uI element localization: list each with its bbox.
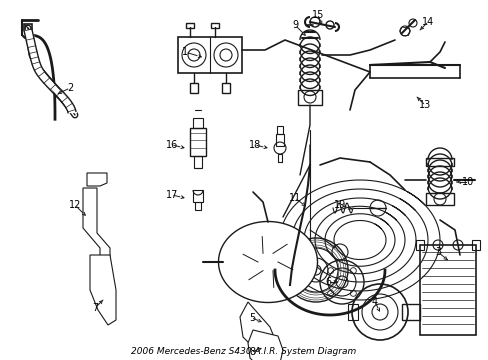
- Bar: [24, 24, 32, 30]
- Text: 2: 2: [67, 83, 73, 93]
- Bar: [178, 37, 242, 73]
- Text: 2006 Mercedes-Benz S430 A.I.R. System Diagram: 2006 Mercedes-Benz S430 A.I.R. System Di…: [131, 347, 356, 356]
- Text: 14: 14: [421, 17, 433, 27]
- Bar: [347, 304, 357, 320]
- Text: 1: 1: [182, 47, 188, 57]
- Bar: [193, 118, 203, 128]
- Text: 4: 4: [371, 297, 377, 307]
- Bar: [471, 240, 479, 250]
- Bar: [190, 128, 205, 156]
- Polygon shape: [90, 255, 116, 325]
- Text: 5: 5: [248, 313, 255, 323]
- Text: 19: 19: [333, 200, 346, 210]
- Text: 7: 7: [92, 303, 98, 313]
- Text: 15: 15: [311, 10, 324, 20]
- Text: 16: 16: [165, 140, 178, 150]
- Bar: [415, 240, 423, 250]
- Text: 11: 11: [288, 193, 301, 203]
- Text: 13: 13: [418, 100, 430, 110]
- Bar: [401, 304, 419, 320]
- Polygon shape: [240, 302, 275, 354]
- Text: 3: 3: [434, 247, 440, 257]
- Bar: [193, 190, 203, 202]
- Text: 12: 12: [69, 200, 81, 210]
- Text: 6: 6: [324, 277, 330, 287]
- Text: 8: 8: [248, 347, 255, 357]
- Bar: [278, 154, 282, 162]
- Text: 17: 17: [165, 190, 178, 200]
- Polygon shape: [83, 188, 110, 273]
- Bar: [222, 83, 229, 93]
- Text: 10: 10: [461, 177, 473, 187]
- Bar: [195, 202, 201, 210]
- Polygon shape: [87, 173, 107, 186]
- Bar: [185, 23, 194, 28]
- Bar: [194, 156, 202, 168]
- Bar: [425, 158, 453, 166]
- Bar: [297, 90, 321, 105]
- Text: 18: 18: [248, 140, 261, 150]
- Polygon shape: [218, 221, 317, 302]
- Polygon shape: [247, 330, 283, 360]
- Bar: [275, 134, 284, 146]
- Bar: [210, 23, 219, 28]
- Bar: [425, 193, 453, 205]
- Bar: [276, 126, 283, 134]
- Bar: [190, 83, 198, 93]
- Text: 9: 9: [291, 20, 298, 30]
- Bar: [419, 245, 475, 335]
